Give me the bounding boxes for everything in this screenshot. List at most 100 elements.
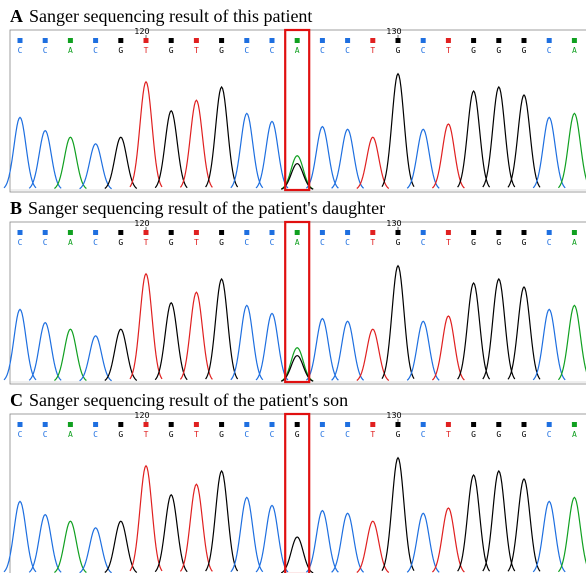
base-quality [118, 422, 123, 427]
base-call: C [244, 238, 249, 247]
base-quality [396, 38, 401, 43]
panel-title-text: Sanger sequencing result of this patient [29, 6, 312, 26]
base-quality [446, 422, 451, 427]
base-call: G [295, 430, 300, 439]
base-quality [144, 38, 149, 43]
base-quality [270, 230, 275, 235]
base-call: T [446, 430, 451, 439]
base-call: T [144, 430, 149, 439]
base-call: G [396, 430, 401, 439]
base-quality [522, 38, 527, 43]
base-quality [295, 230, 300, 235]
base-call: G [169, 430, 174, 439]
base-quality [169, 38, 174, 43]
base-quality [421, 422, 426, 427]
base-quality [169, 230, 174, 235]
position-number: 130 [386, 411, 401, 420]
base-call: C [270, 46, 275, 55]
base-quality [194, 38, 199, 43]
base-call: G [471, 238, 476, 247]
base-quality [547, 230, 552, 235]
base-quality [18, 38, 23, 43]
panel-title-text: Sanger sequencing result of the patient'… [29, 390, 348, 410]
position-number: 120 [134, 27, 149, 36]
base-call: C [43, 46, 48, 55]
base-quality [169, 422, 174, 427]
base-quality [547, 38, 552, 43]
base-call: G [118, 430, 123, 439]
position-number: 120 [134, 219, 149, 228]
base-call: G [169, 46, 174, 55]
base-quality [522, 422, 527, 427]
figure: A Sanger sequencing result of this patien… [0, 0, 586, 573]
base-quality [547, 422, 552, 427]
base-quality [144, 422, 149, 427]
base-call: G [396, 46, 401, 55]
base-quality [345, 38, 350, 43]
base-call: G [219, 46, 224, 55]
base-call: G [522, 46, 527, 55]
base-call: C [345, 238, 350, 247]
base-call: C [43, 430, 48, 439]
base-call: T [370, 46, 375, 55]
base-call: C [18, 238, 23, 247]
panel-title: A Sanger sequencing result of this patien… [10, 6, 312, 26]
base-call: A [572, 46, 577, 55]
base-quality [572, 422, 577, 427]
base-call: A [68, 238, 73, 247]
base-call: T [194, 238, 199, 247]
base-call: T [370, 430, 375, 439]
base-quality [244, 38, 249, 43]
base-quality [194, 230, 199, 235]
base-quality [496, 422, 501, 427]
panel-label: C [10, 390, 23, 410]
base-call: C [244, 46, 249, 55]
base-quality [93, 230, 98, 235]
base-quality [471, 230, 476, 235]
base-call: C [345, 46, 350, 55]
position-number: 130 [386, 219, 401, 228]
base-quality [43, 422, 48, 427]
base-call: G [219, 238, 224, 247]
base-call: C [320, 238, 325, 247]
base-call: T [194, 46, 199, 55]
base-call: G [219, 430, 224, 439]
base-quality [370, 422, 375, 427]
base-quality [219, 422, 224, 427]
base-quality [471, 422, 476, 427]
base-quality [194, 422, 199, 427]
base-call: G [118, 238, 123, 247]
base-call: C [320, 46, 325, 55]
panel-label: A [10, 6, 23, 26]
base-call: A [295, 46, 300, 55]
base-quality [320, 230, 325, 235]
base-call: G [169, 238, 174, 247]
base-quality [244, 422, 249, 427]
base-quality [446, 230, 451, 235]
base-quality [572, 230, 577, 235]
base-call: G [522, 238, 527, 247]
position-number: 130 [386, 27, 401, 36]
base-call: C [270, 238, 275, 247]
base-quality [93, 422, 98, 427]
base-quality [370, 230, 375, 235]
base-call: G [471, 430, 476, 439]
base-quality [219, 230, 224, 235]
base-quality [18, 230, 23, 235]
base-quality [68, 422, 73, 427]
base-call: G [522, 430, 527, 439]
base-call: C [270, 430, 275, 439]
base-call: A [572, 238, 577, 247]
page: {"panels":[ {"label":"A","title":"Sanger… [0, 0, 586, 573]
base-call: T [370, 238, 375, 247]
base-call: G [496, 46, 501, 55]
base-quality [396, 230, 401, 235]
base-quality [320, 422, 325, 427]
base-quality [295, 38, 300, 43]
base-call: C [18, 430, 23, 439]
base-call: G [496, 238, 501, 247]
panel-title-text: Sanger sequencing result of the patient'… [28, 198, 385, 218]
base-call: C [547, 46, 552, 55]
base-call: C [547, 430, 552, 439]
base-quality [572, 38, 577, 43]
